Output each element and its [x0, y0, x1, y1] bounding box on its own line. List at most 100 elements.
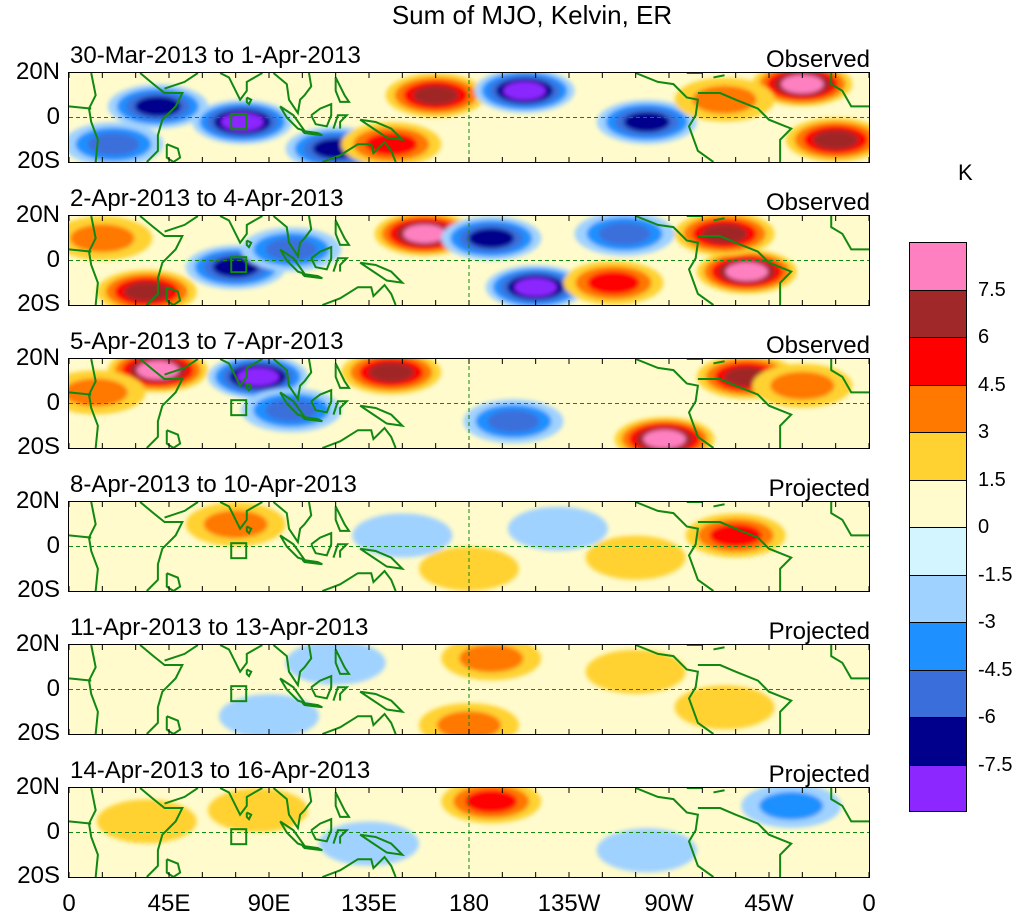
coastline — [87, 788, 99, 877]
coastline — [697, 521, 794, 591]
coastline — [272, 788, 313, 831]
coastline — [321, 283, 397, 305]
coastline — [139, 359, 184, 448]
coastline — [713, 646, 725, 651]
anomaly-contour — [701, 223, 748, 244]
coastline — [245, 96, 253, 106]
anomaly-contour — [96, 799, 197, 844]
coastline — [69, 391, 92, 396]
longitude-label: 90W — [644, 890, 694, 917]
colorbar-swatch — [909, 764, 967, 812]
panel-date-range: 8-Apr-2013 to 10-Apr-2013 — [70, 471, 357, 498]
anomaly-map — [68, 358, 870, 449]
coastline — [69, 677, 92, 682]
coastline — [87, 502, 99, 591]
coastline — [219, 216, 263, 245]
colorbar-swatch — [909, 384, 967, 432]
anomaly-contour — [596, 828, 697, 873]
panel-kind-label: Projected — [768, 761, 870, 788]
coastline — [69, 820, 92, 825]
panel-kind-label: Observed — [765, 332, 870, 359]
anomaly-contour — [136, 360, 180, 380]
reference-box — [230, 399, 248, 417]
coastline — [359, 833, 406, 857]
anomaly-contour — [70, 224, 135, 253]
coastline — [332, 543, 350, 558]
coastline — [279, 820, 308, 848]
latitude-label: 20S — [17, 147, 60, 174]
coastline — [279, 248, 308, 276]
map-svg — [69, 645, 869, 734]
coastline — [332, 257, 350, 272]
coastline — [272, 645, 313, 688]
coastline — [219, 73, 263, 102]
coastline — [245, 525, 253, 535]
coastline — [635, 788, 715, 877]
colorbar-tick-label: -3 — [978, 611, 996, 633]
panel-date-range: 11-Apr-2013 to 13-Apr-2013 — [70, 614, 369, 641]
reference-box — [230, 256, 248, 274]
coastline — [139, 788, 184, 877]
anomaly-contour — [69, 378, 128, 407]
colorbar-swatch — [909, 337, 967, 385]
coastline — [332, 829, 350, 844]
latitude-label: 20S — [17, 433, 60, 460]
colorbar-tick-label: -1.5 — [978, 563, 1013, 586]
anomaly-contour — [403, 224, 446, 243]
map-svg — [69, 502, 869, 591]
map-svg — [69, 788, 869, 877]
coastline — [219, 788, 263, 817]
coastline — [697, 664, 794, 734]
coastline — [310, 102, 333, 128]
coastline — [165, 715, 182, 734]
coastline — [279, 105, 308, 133]
coastline — [359, 261, 406, 285]
map-panel: 2-Apr-2013 to 4-Apr-2013 Observed 20N 0 20S — [0, 185, 1024, 317]
map-svg — [69, 216, 869, 305]
longitude-label: 45E — [147, 890, 191, 917]
coastline — [359, 118, 406, 142]
coastline — [69, 534, 92, 539]
coastline — [321, 855, 397, 877]
anomaly-contour — [587, 271, 640, 295]
panel-date-range: 5-Apr-2013 to 7-Apr-2013 — [70, 328, 344, 355]
colorbar-tick-label: 4.5 — [978, 373, 1006, 396]
coastline — [310, 674, 333, 700]
coastline — [87, 645, 99, 734]
coastline — [334, 220, 351, 246]
coastline — [87, 359, 99, 448]
longitude-label: 135W — [537, 890, 601, 917]
anomaly-contour — [365, 132, 418, 156]
colorbar-tick-label: -4.5 — [978, 658, 1013, 681]
anomaly-contour — [352, 513, 453, 558]
colorbar-tick-label: 7.5 — [978, 278, 1006, 301]
coastline — [332, 686, 350, 701]
anomaly-contour — [643, 429, 686, 448]
panel-kind-label: Observed — [765, 189, 870, 216]
coastline — [69, 105, 92, 110]
coastline — [219, 359, 263, 388]
longitude-axis: 0 45E 90E 135E 180 135W 90W 45W 0 — [0, 888, 1024, 921]
latitude-label: 0 — [46, 245, 60, 273]
latitude-label: 20N — [15, 487, 60, 514]
anomaly-contour — [585, 649, 686, 694]
latitude-label: 20N — [15, 630, 60, 657]
anomaly-contour — [487, 409, 540, 433]
coastline — [301, 844, 323, 852]
coastline — [165, 286, 182, 305]
anomaly-contour — [725, 262, 768, 281]
anomaly-contour — [598, 222, 651, 246]
map-panel: 30-Mar-2013 to 1-Apr-2013 Observed 20N 0 20S — [0, 42, 1024, 174]
colorbar-swatch — [909, 669, 967, 717]
latitude-label: 20N — [15, 201, 60, 228]
coastline — [713, 503, 725, 508]
anomaly-contour — [759, 791, 824, 820]
reference-box — [230, 685, 248, 703]
coastline — [301, 701, 323, 709]
coastline — [219, 502, 263, 531]
anomaly-contour — [692, 85, 757, 114]
colorbar-swatch — [909, 574, 967, 622]
longitude-label: 0 — [862, 890, 876, 917]
coastline — [165, 143, 182, 162]
panel-kind-label: Projected — [768, 618, 870, 645]
